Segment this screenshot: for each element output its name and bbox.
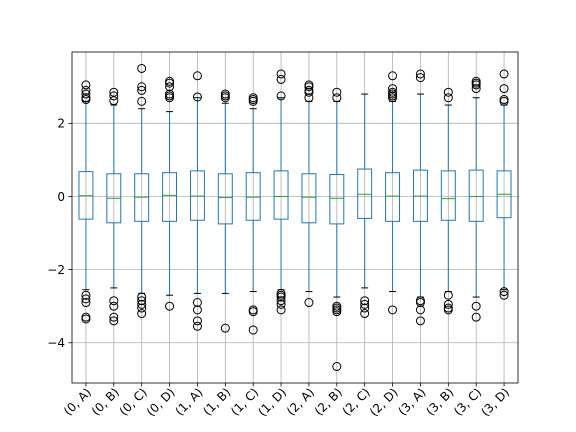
y-tick-label: −2 bbox=[47, 263, 65, 277]
y-tick-label: 0 bbox=[57, 190, 65, 204]
y-tick-label: −4 bbox=[47, 336, 65, 350]
y-tick-label: 2 bbox=[57, 117, 65, 131]
